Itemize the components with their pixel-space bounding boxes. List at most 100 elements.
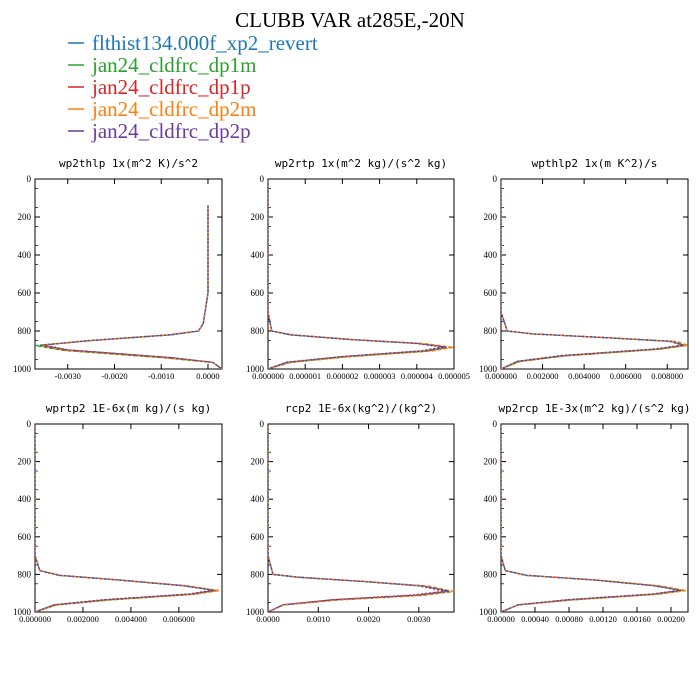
x-tick-label: 0.004000 xyxy=(115,614,147,624)
panel-6: wp2rcp 1E-3x(m^2 kg)/(s^2 kg)0 200 400 600 8… xyxy=(479,402,691,624)
x-tick-label: 0.000000 xyxy=(19,614,51,624)
series-line xyxy=(44,205,222,369)
series-line xyxy=(501,424,682,612)
y-tick-label: 600 xyxy=(18,288,32,298)
plot-frame xyxy=(34,178,223,370)
y-tick-label: 800 xyxy=(251,326,265,336)
series-line xyxy=(501,424,684,612)
series-line xyxy=(268,179,447,369)
panel-title: wp2rcp 1E-3x(m^2 kg)/(s^2 kg) xyxy=(498,402,690,415)
y-tick-label: 1000 xyxy=(13,607,32,617)
y-tick-label: 1000 xyxy=(479,607,498,617)
y-tick-label: 600 xyxy=(251,288,265,298)
y-tick-label: 800 xyxy=(18,569,32,579)
y-tick-label: 0 xyxy=(493,174,498,184)
y-tick-label: 600 xyxy=(251,532,265,542)
panel-5: rcp2 1E-6x(kg^2)/(kg^2) 0 200 400 600 800 1000… xyxy=(246,402,455,624)
series-line xyxy=(39,205,222,369)
series-line xyxy=(268,424,450,612)
y-tick-label: 800 xyxy=(484,326,498,336)
series-line xyxy=(268,424,445,612)
panel-1: wp2thlp 1x(m^2 K)/s^2 0 200 400 600 800 1000 -0… xyxy=(13,157,223,381)
plot-frame xyxy=(267,423,455,613)
figure-title: CLUBB VAR at285E,-20N xyxy=(235,8,465,32)
series-line xyxy=(268,424,454,612)
series-line xyxy=(501,179,684,369)
y-tick-label: 200 xyxy=(18,457,32,467)
series-line xyxy=(501,424,687,612)
series-line xyxy=(501,179,688,369)
legend-label: jan24_cldfrc_dp2p xyxy=(91,119,251,143)
series-line xyxy=(35,424,215,612)
series-line xyxy=(268,424,454,612)
panel-3: wpthlp2 1x(m K^2)/s 0 200 400 600 800 1000 0.00… xyxy=(479,157,689,381)
y-tick-label: 800 xyxy=(18,326,32,336)
y-tick-label: 400 xyxy=(18,250,32,260)
x-tick-label: -0.0010 xyxy=(148,371,174,381)
x-tick-label: 0.000005 xyxy=(438,371,470,381)
x-tick-label: 0.0010 xyxy=(307,614,330,624)
y-tick-label: 400 xyxy=(251,250,265,260)
y-tick-label: 200 xyxy=(251,457,265,467)
series-line xyxy=(35,424,220,612)
y-tick-label: 400 xyxy=(251,494,265,504)
panel-title: wprtp2 1E-6x(m kg)/(s kg) xyxy=(46,402,212,415)
panels: wp2thlp 1x(m^2 K)/s^2 0 200 400 600 800 1000 -0… xyxy=(13,157,691,624)
panel-title: rcp2 1E-6x(kg^2)/(kg^2) xyxy=(285,402,437,415)
y-tick-label: 0 xyxy=(260,174,265,184)
panel-title: wp2rtp 1x(m^2 kg)/(s^2 kg) xyxy=(275,157,447,170)
legend-item: jan24_cldfrc_dp2m xyxy=(68,97,256,121)
x-tick-label: 0.0030 xyxy=(407,614,430,624)
y-tick-label: 200 xyxy=(484,457,498,467)
series-line xyxy=(268,179,443,369)
x-tick-label: 0.00120 xyxy=(589,614,617,624)
x-tick-label: -0.0030 xyxy=(55,371,81,381)
y-tick-label: 1000 xyxy=(246,364,265,374)
y-tick-label: 400 xyxy=(484,494,498,504)
x-tick-label: 0.0020 xyxy=(357,614,380,624)
y-tick-label: 0 xyxy=(260,419,265,429)
y-tick-label: 1000 xyxy=(479,364,498,374)
x-tick-label: 0.00200 xyxy=(657,614,685,624)
series-line xyxy=(268,424,450,612)
series-line xyxy=(35,424,213,612)
panel-title: wpthlp2 1x(m K^2)/s xyxy=(532,157,658,170)
legend-item: jan24_cldfrc_dp2p xyxy=(68,119,251,143)
x-tick-label: 0.000001 xyxy=(289,371,321,381)
x-tick-label: 0.00160 xyxy=(623,614,651,624)
panel-4: wprtp2 1E-6x(m kg)/(s kg) 0 200 400 600 800 10… xyxy=(13,402,223,624)
y-tick-label: 600 xyxy=(484,288,498,298)
y-tick-label: 200 xyxy=(251,212,265,222)
legend-label: flthist134.000f_xp2_revert xyxy=(92,31,318,55)
plot-frame xyxy=(500,423,689,613)
series-line xyxy=(39,205,222,369)
series-line xyxy=(35,205,222,369)
series-line xyxy=(501,424,680,612)
series-line xyxy=(268,179,454,369)
y-tick-label: 400 xyxy=(18,494,32,504)
legend-item: jan24_cldfrc_dp1m xyxy=(68,53,256,77)
series-line xyxy=(39,205,222,369)
y-tick-label: 0 xyxy=(27,174,32,184)
x-tick-label: 0.0000 xyxy=(196,371,219,381)
y-tick-label: 1000 xyxy=(246,607,265,617)
y-tick-label: 600 xyxy=(18,532,32,542)
x-tick-label: 0.00040 xyxy=(521,614,549,624)
y-tick-label: 200 xyxy=(484,212,498,222)
legend: flthist134.000f_xp2_revertjan24_cldfrc_d… xyxy=(68,31,318,143)
x-tick-label: 0.006000 xyxy=(163,614,195,624)
series-line xyxy=(35,424,218,612)
y-tick-label: 200 xyxy=(18,212,32,222)
x-tick-label: 0.000000 xyxy=(252,371,284,381)
x-tick-label: 0.002000 xyxy=(527,371,559,381)
legend-label: jan24_cldfrc_dp1p xyxy=(91,75,251,99)
y-tick-label: 800 xyxy=(484,569,498,579)
series-line xyxy=(501,424,682,612)
y-tick-label: 400 xyxy=(484,250,498,260)
legend-label: jan24_cldfrc_dp1m xyxy=(91,53,256,77)
x-tick-label: 0.000003 xyxy=(364,371,396,381)
series-line xyxy=(268,179,447,369)
panel-title: wp2thlp 1x(m^2 K)/s^2 xyxy=(59,157,198,170)
x-tick-label: 0.006000 xyxy=(610,371,642,381)
